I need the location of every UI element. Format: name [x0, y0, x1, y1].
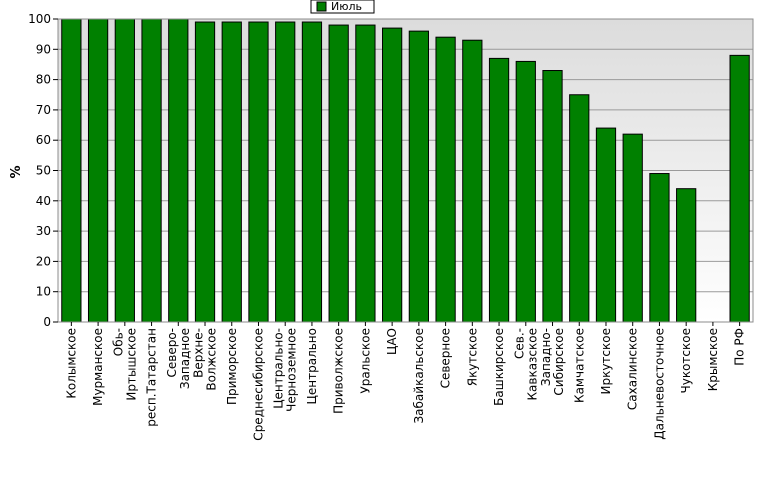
x-category-label: Северное [439, 328, 453, 388]
bar [221, 21, 242, 323]
bar [542, 70, 563, 323]
x-category-label: Якутское [465, 328, 479, 386]
bar [248, 21, 269, 323]
x-category-label: Верхне- [192, 328, 206, 378]
x-category-label: Иркутское [599, 328, 613, 395]
x-category-label: Дальневосточное [652, 328, 666, 440]
x-category-label: Центрально- [272, 328, 286, 409]
x-category-label: Сев.- [512, 328, 526, 359]
bar [87, 18, 109, 323]
x-category-label: Черноземное [285, 328, 299, 412]
bar [168, 18, 189, 323]
x-category-label: Сибирское [552, 328, 566, 396]
x-category-label: Западное [178, 328, 192, 389]
x-category-label: Западно- [539, 328, 553, 386]
bar [114, 18, 135, 323]
legend: Июль [310, 0, 375, 14]
y-tick-label: 0 [43, 315, 51, 329]
y-tick-label: 40 [36, 194, 51, 208]
x-category-label: Иртышское [124, 328, 138, 401]
bar [622, 133, 643, 323]
bar [328, 24, 349, 323]
x-category-label: Приморское [225, 328, 239, 405]
x-category-label: По РФ [733, 328, 747, 366]
bar [355, 24, 376, 323]
y-tick-labels: 0 10 20 30 40 50 60 70 80 90 100 [28, 12, 58, 329]
bar [488, 57, 510, 323]
bar [408, 30, 429, 323]
x-category-label: респ.Татарстан [145, 328, 159, 427]
y-tick-label: 100 [28, 12, 51, 26]
bar [676, 188, 697, 323]
y-tick-label: 60 [36, 133, 51, 147]
legend-swatch [316, 1, 327, 12]
y-axis-label: % [9, 165, 24, 178]
x-category-label: Среднесибирское [251, 328, 265, 441]
bar [729, 54, 750, 323]
y-tick-label: 50 [36, 164, 51, 178]
x-category-label: Кавказское [525, 328, 539, 401]
bar [569, 94, 590, 323]
x-category-label: Башкирское [492, 328, 506, 406]
bar [382, 27, 403, 323]
x-category-label: Северо- [165, 328, 179, 378]
bar [275, 21, 296, 323]
legend-box [310, 0, 375, 14]
bar [61, 18, 82, 323]
y-tick-label: 90 [36, 42, 51, 56]
x-category-label: Забайкальское [412, 328, 426, 424]
bar [649, 173, 670, 323]
y-tick-label: 80 [36, 73, 51, 87]
x-category-label: Сахалинское [626, 328, 640, 410]
x-category-label: Камчатское [572, 328, 586, 403]
bar [462, 39, 483, 323]
legend-label: Июль [331, 0, 362, 13]
bar [595, 127, 617, 323]
bar [141, 18, 162, 323]
x-category-labels: Колымское Мурманское Обь- Иртышское респ.Тат… [64, 322, 747, 441]
x-category-label: ЦАО [385, 328, 399, 355]
x-category-label: Чукотское [679, 328, 693, 393]
x-category-label: Уральское [358, 328, 372, 394]
y-tick-label: 70 [36, 103, 51, 117]
x-category-label: Крымское [706, 328, 720, 391]
y-tick-label: 30 [36, 224, 51, 238]
x-category-label: Мурманское [91, 328, 105, 406]
x-category-label: Колымское [64, 328, 78, 399]
x-category-label: Волжское [205, 328, 219, 391]
x-category-label: Обь- [111, 328, 125, 356]
bar [194, 21, 216, 323]
bar [301, 21, 323, 323]
bar [435, 36, 456, 323]
bar [515, 60, 536, 323]
y-tick-label: 10 [36, 285, 51, 299]
x-category-label: Центрально [305, 328, 319, 404]
x-category-label: Приволжское [332, 328, 346, 414]
y-tick-label: 20 [36, 254, 51, 268]
